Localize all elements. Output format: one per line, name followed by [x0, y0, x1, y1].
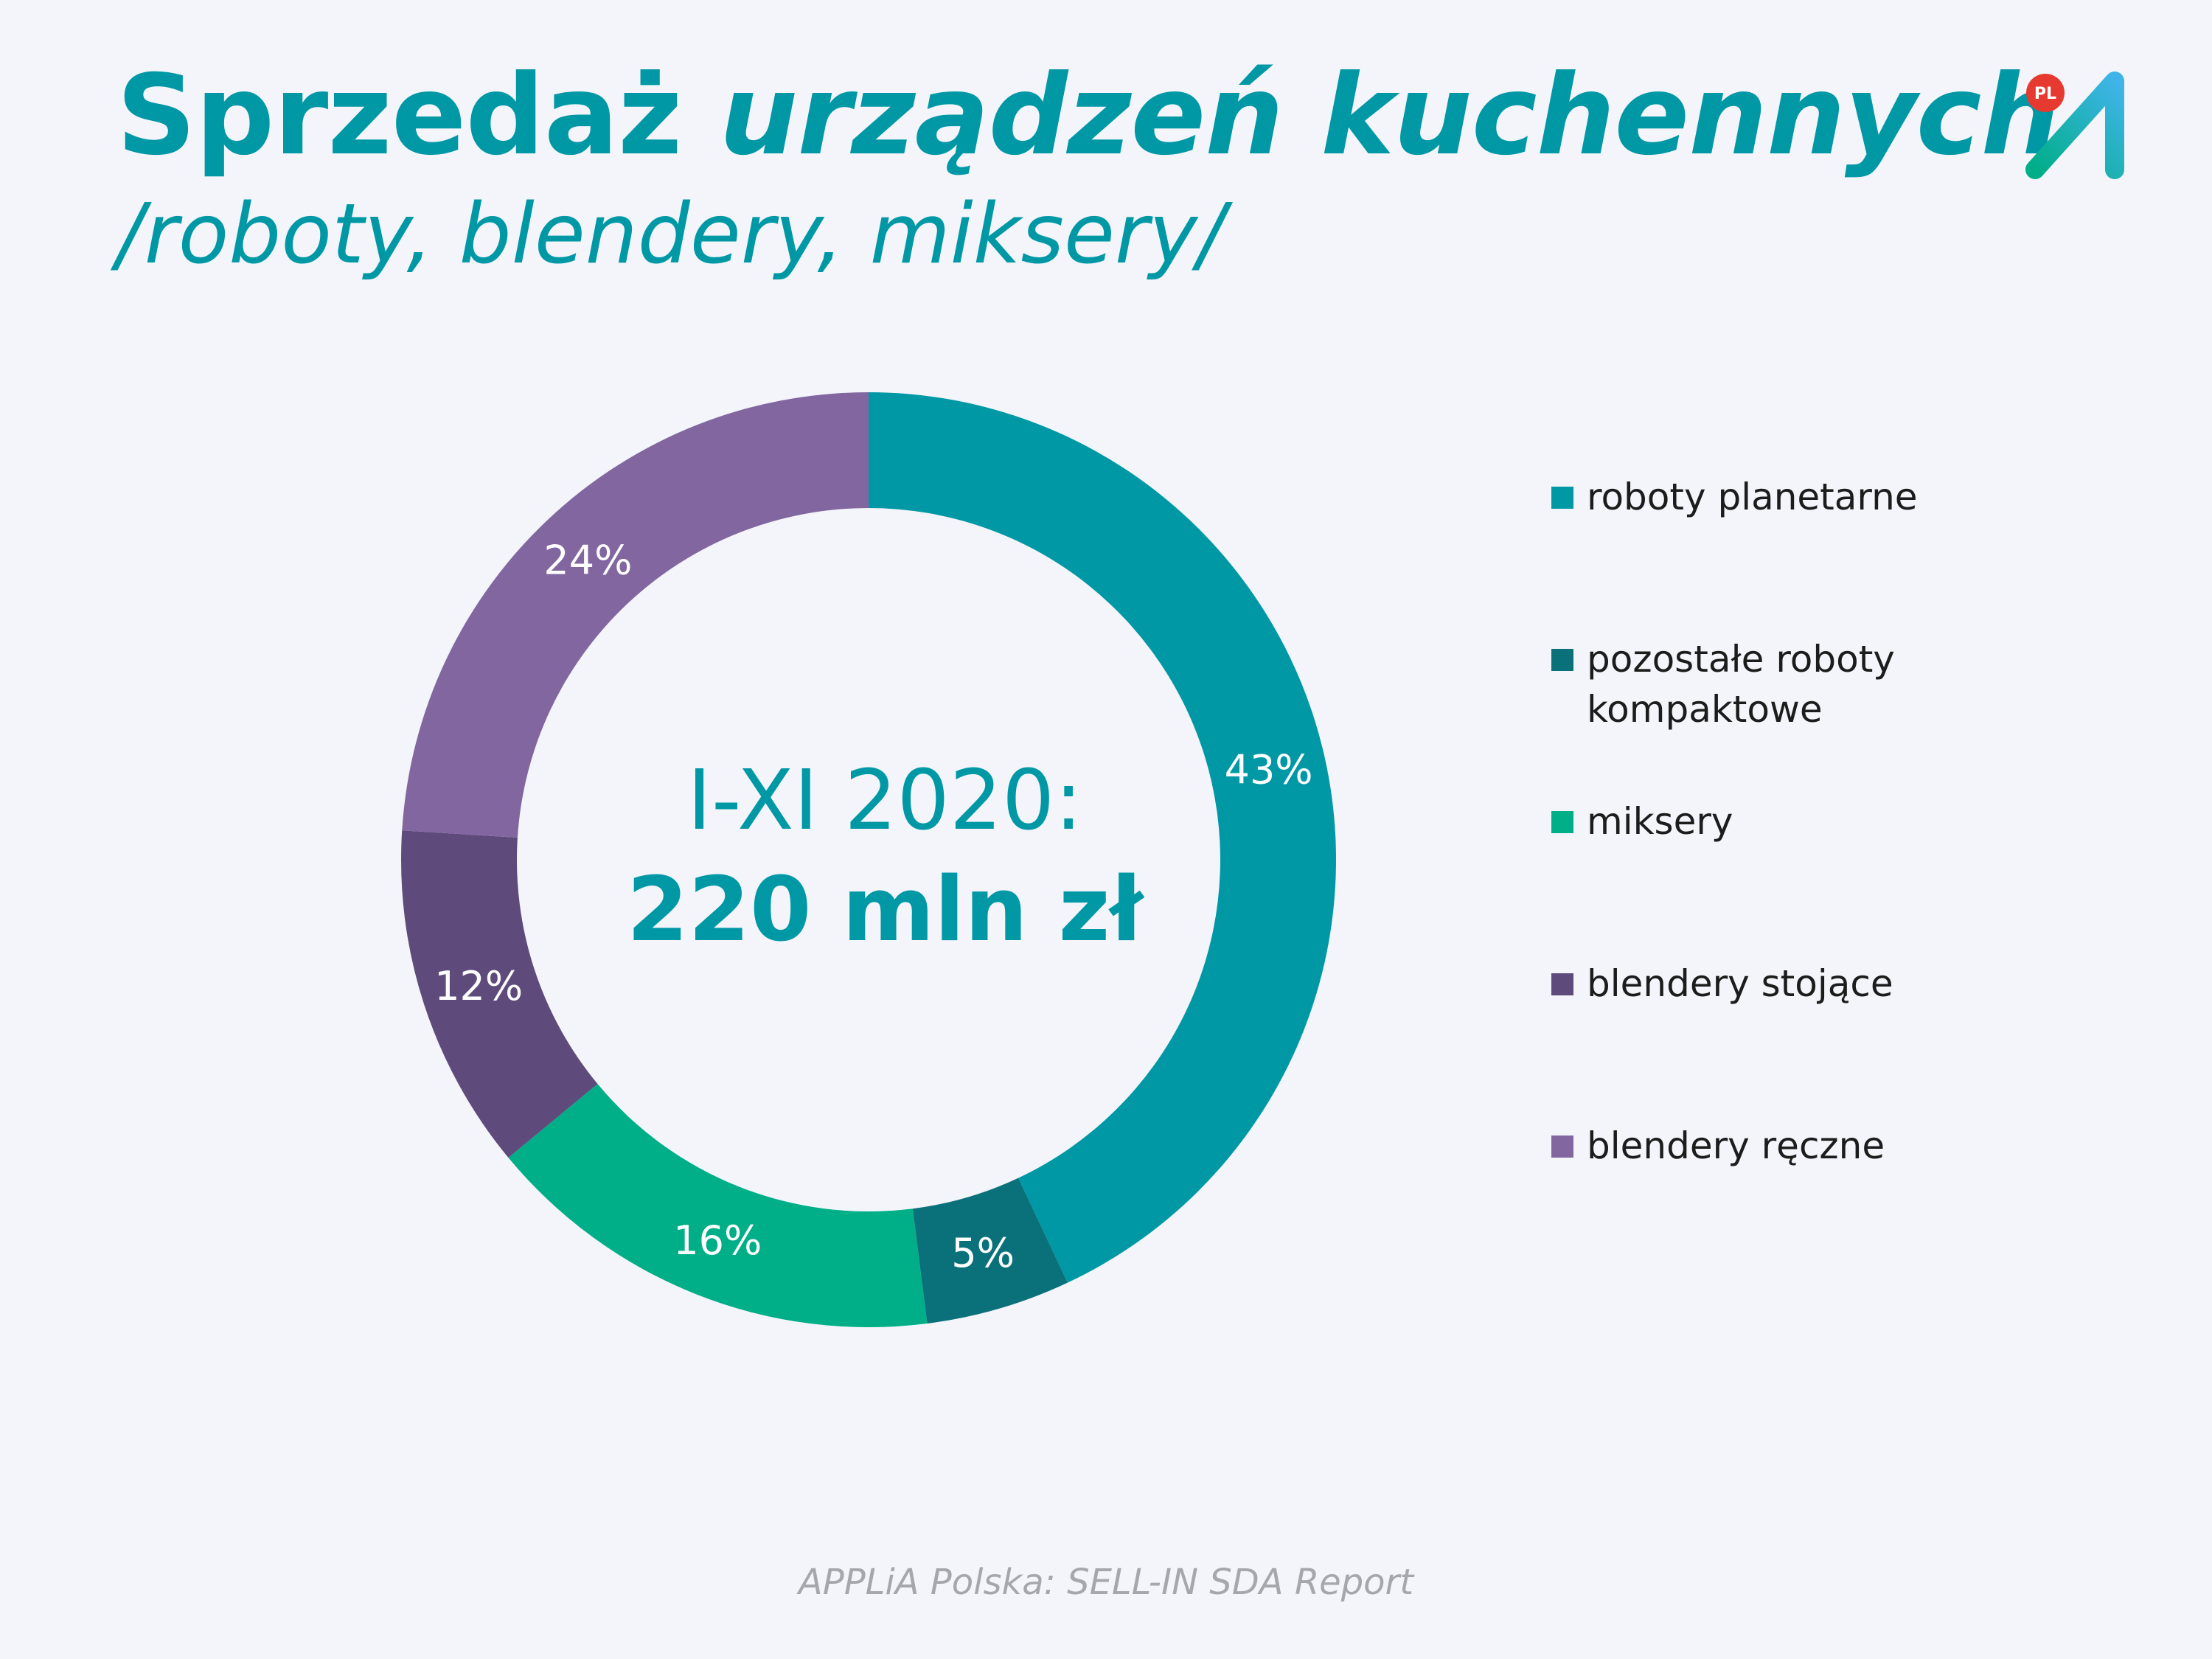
logo-badge-text: PL — [2034, 85, 2056, 103]
legend-swatch — [1551, 1135, 1573, 1158]
donut-slice-roboty-planetarne — [869, 392, 1337, 1283]
slice-value-label: 24% — [543, 538, 632, 584]
chart-title: Sprzedaż urządzeń kuchennych — [116, 60, 2059, 171]
center-total-value: 220 mln zł — [626, 859, 1144, 961]
legend-swatch — [1551, 973, 1573, 995]
legend-swatch — [1551, 487, 1573, 509]
slice-value-label: 5% — [951, 1230, 1015, 1276]
legend-label: blendery stojące — [1587, 962, 1893, 1005]
title-part-1: Sprzedaż — [116, 52, 720, 180]
donut-slice-pozostałe-roboty-kompaktowe — [912, 1178, 1068, 1324]
applia-logo-icon: PL — [2025, 72, 2124, 179]
title-part-2: urządzeń kuchennych — [719, 52, 2060, 180]
legend-label: miksery — [1587, 800, 1733, 843]
legend-label: blendery ręczne — [1587, 1124, 1885, 1167]
slice-value-label: 43% — [1225, 747, 1313, 793]
donut-slice-blendery-stojące — [400, 830, 598, 1158]
donut-slice-blendery-ręczne — [402, 392, 869, 838]
chart-subtitle: /roboty, blendery, miksery/ — [116, 187, 1225, 282]
legend-label: pozostałe roboty kompaktowe — [1587, 638, 1895, 731]
slice-value-label: 12% — [434, 963, 523, 1009]
center-period-label: I-XI 2020: — [687, 753, 1082, 849]
legend-label: roboty planetarne — [1587, 476, 1918, 518]
slice-value-label: 16% — [673, 1217, 762, 1264]
legend-swatch — [1551, 811, 1573, 833]
source-note: APPLiA Polska: SELL-IN SDA Report — [798, 1562, 1414, 1603]
donut-slice-miksery — [508, 1084, 928, 1327]
legend-swatch — [1551, 649, 1573, 671]
